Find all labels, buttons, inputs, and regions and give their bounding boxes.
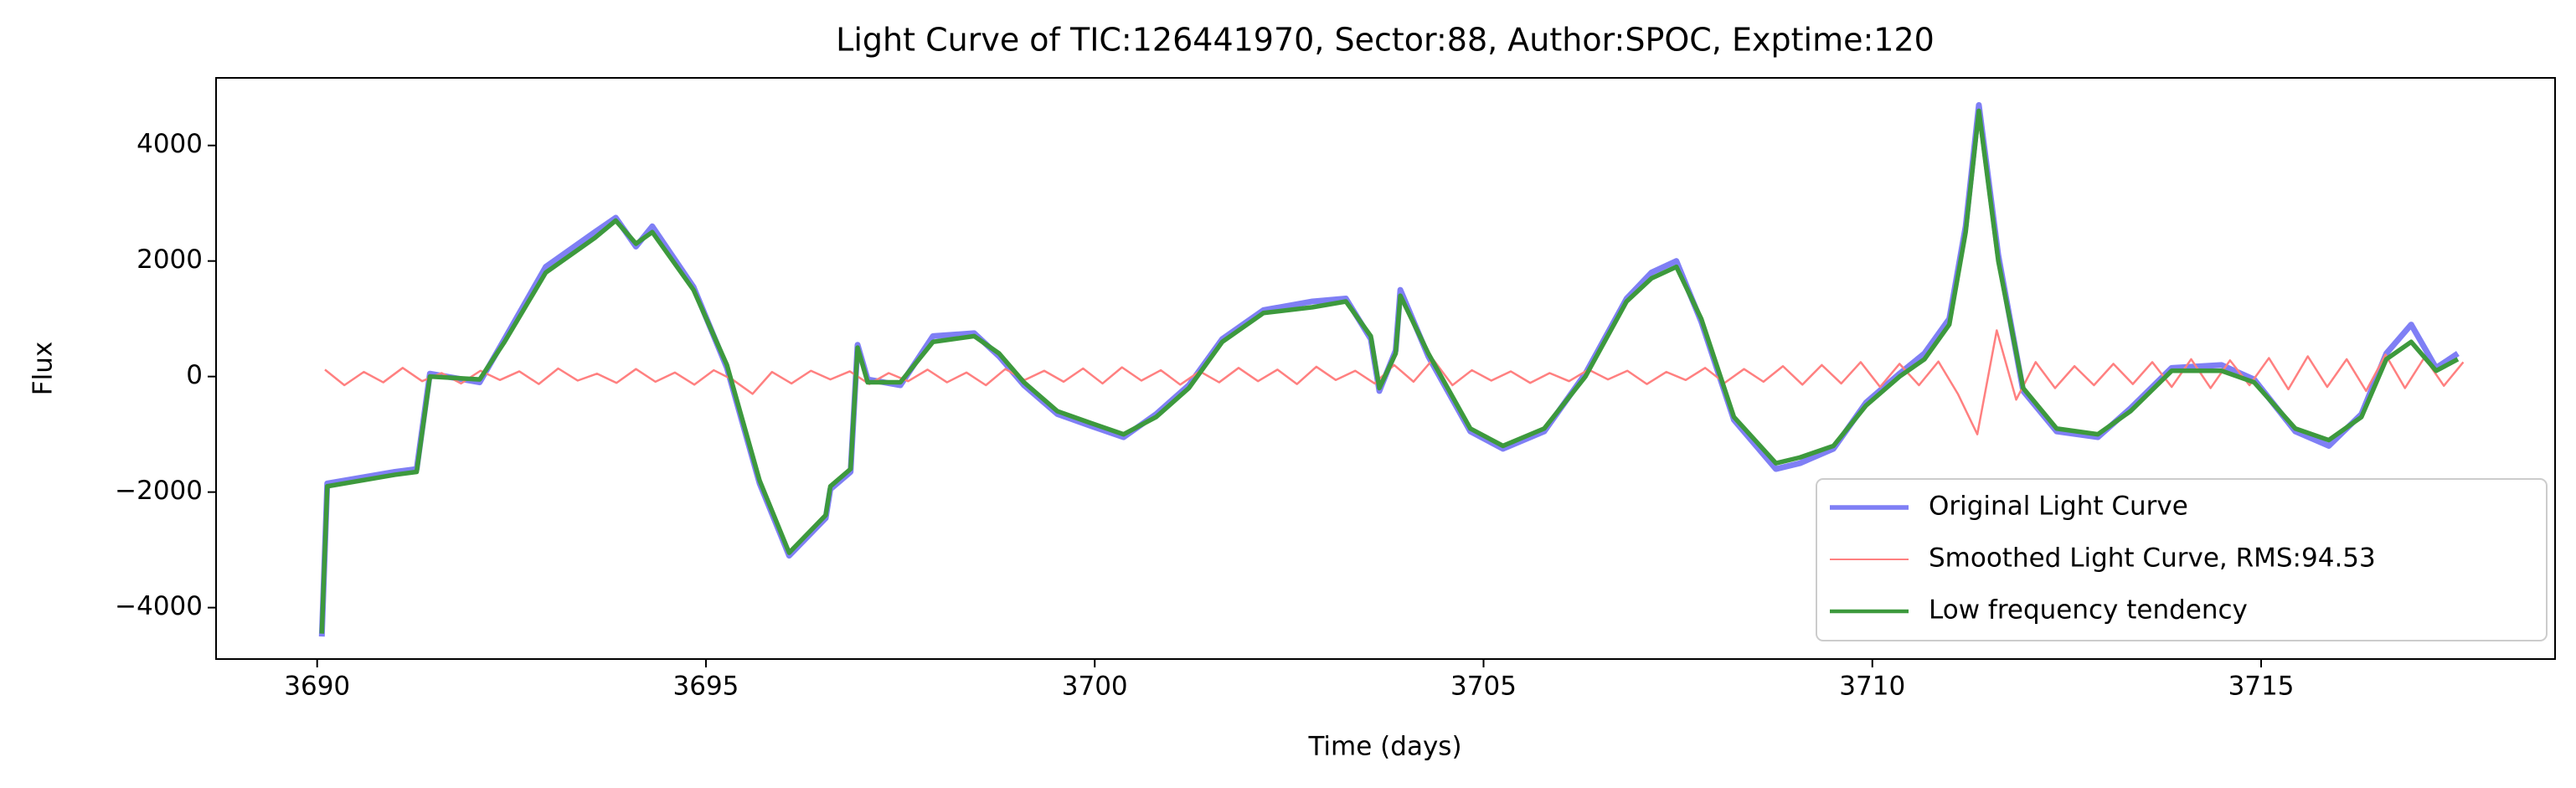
legend-box [1816,478,2548,641]
x-tick-label: 3700 [1062,672,1128,702]
y-tick-label: −2000 [115,476,203,506]
x-tick-label: 3695 [673,672,739,702]
x-tick-label: 3690 [284,672,350,702]
x-axis-label: Time (days) [1307,732,1461,762]
legend-label: Low frequency tendency [1929,595,2248,626]
y-tick-label: 2000 [137,245,203,275]
x-tick-label: 3715 [2228,672,2295,702]
series-line [319,108,2460,634]
y-tick-label: 0 [186,360,203,390]
series-line [324,329,2465,435]
legend-label: Original Light Curve [1929,492,2188,522]
y-axis-label: Flux [28,342,59,395]
y-tick-label: 4000 [137,129,203,159]
x-tick-label: 3705 [1450,672,1517,702]
chart-title: Light Curve of TIC:126441970, Sector:88,… [836,22,1935,59]
x-tick-label: 3710 [1839,672,1905,702]
plot-frame [215,77,2556,660]
legend-label: Smoothed Light Curve, RMS:94.53 [1929,543,2376,574]
y-tick-label: −4000 [115,591,203,621]
